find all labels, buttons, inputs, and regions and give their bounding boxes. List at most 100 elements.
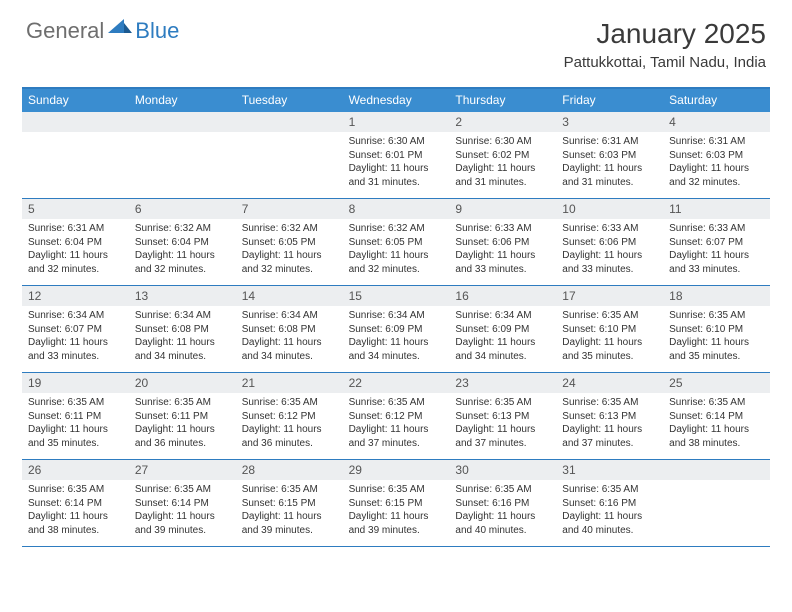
day-cell: 28Sunrise: 6:35 AMSunset: 6:15 PMDayligh… xyxy=(236,460,343,546)
day-cell: 5Sunrise: 6:31 AMSunset: 6:04 PMDaylight… xyxy=(22,199,129,285)
day-cell xyxy=(129,112,236,198)
daylight-line: Daylight: 11 hours and 39 minutes. xyxy=(135,510,230,537)
day-body: Sunrise: 6:35 AMSunset: 6:11 PMDaylight:… xyxy=(129,393,236,454)
sunrise-line: Sunrise: 6:35 AM xyxy=(242,483,337,497)
day-cell: 27Sunrise: 6:35 AMSunset: 6:14 PMDayligh… xyxy=(129,460,236,546)
sunset-line: Sunset: 6:11 PM xyxy=(28,410,123,424)
daylight-line: Daylight: 11 hours and 32 minutes. xyxy=(669,162,764,189)
day-number: 15 xyxy=(343,286,450,306)
sunset-line: Sunset: 6:13 PM xyxy=(562,410,657,424)
sunrise-line: Sunrise: 6:35 AM xyxy=(242,396,337,410)
day-number: 30 xyxy=(449,460,556,480)
sunrise-line: Sunrise: 6:32 AM xyxy=(349,222,444,236)
sunrise-line: Sunrise: 6:35 AM xyxy=(562,396,657,410)
logo: General Blue xyxy=(26,18,179,44)
daylight-line: Daylight: 11 hours and 33 minutes. xyxy=(562,249,657,276)
sunrise-line: Sunrise: 6:35 AM xyxy=(455,396,550,410)
day-cell: 9Sunrise: 6:33 AMSunset: 6:06 PMDaylight… xyxy=(449,199,556,285)
day-cell: 16Sunrise: 6:34 AMSunset: 6:09 PMDayligh… xyxy=(449,286,556,372)
daylight-line: Daylight: 11 hours and 38 minutes. xyxy=(28,510,123,537)
day-cell: 30Sunrise: 6:35 AMSunset: 6:16 PMDayligh… xyxy=(449,460,556,546)
daylight-line: Daylight: 11 hours and 32 minutes. xyxy=(349,249,444,276)
daylight-line: Daylight: 11 hours and 39 minutes. xyxy=(242,510,337,537)
day-body: Sunrise: 6:31 AMSunset: 6:03 PMDaylight:… xyxy=(663,132,770,193)
sunset-line: Sunset: 6:15 PM xyxy=(242,497,337,511)
sunset-line: Sunset: 6:05 PM xyxy=(242,236,337,250)
day-number: 7 xyxy=(236,199,343,219)
day-cell: 25Sunrise: 6:35 AMSunset: 6:14 PMDayligh… xyxy=(663,373,770,459)
sunset-line: Sunset: 6:06 PM xyxy=(562,236,657,250)
day-number: 20 xyxy=(129,373,236,393)
day-cell: 31Sunrise: 6:35 AMSunset: 6:16 PMDayligh… xyxy=(556,460,663,546)
week-row: 19Sunrise: 6:35 AMSunset: 6:11 PMDayligh… xyxy=(22,373,770,460)
sunset-line: Sunset: 6:13 PM xyxy=(455,410,550,424)
day-number: 24 xyxy=(556,373,663,393)
day-body: Sunrise: 6:35 AMSunset: 6:14 PMDaylight:… xyxy=(129,480,236,541)
day-body: Sunrise: 6:35 AMSunset: 6:13 PMDaylight:… xyxy=(449,393,556,454)
day-cell: 23Sunrise: 6:35 AMSunset: 6:13 PMDayligh… xyxy=(449,373,556,459)
day-body: Sunrise: 6:34 AMSunset: 6:07 PMDaylight:… xyxy=(22,306,129,367)
sunrise-line: Sunrise: 6:34 AM xyxy=(135,309,230,323)
sunrise-line: Sunrise: 6:35 AM xyxy=(669,309,764,323)
logo-text-blue: Blue xyxy=(135,18,179,44)
sunset-line: Sunset: 6:02 PM xyxy=(455,149,550,163)
logo-text-general: General xyxy=(26,18,104,44)
dow-cell: Saturday xyxy=(663,89,770,112)
day-cell: 15Sunrise: 6:34 AMSunset: 6:09 PMDayligh… xyxy=(343,286,450,372)
sunset-line: Sunset: 6:09 PM xyxy=(455,323,550,337)
dow-cell: Monday xyxy=(129,89,236,112)
daylight-line: Daylight: 11 hours and 40 minutes. xyxy=(562,510,657,537)
daylight-line: Daylight: 11 hours and 33 minutes. xyxy=(669,249,764,276)
sunrise-line: Sunrise: 6:35 AM xyxy=(349,483,444,497)
week-row: 26Sunrise: 6:35 AMSunset: 6:14 PMDayligh… xyxy=(22,460,770,547)
day-cell: 12Sunrise: 6:34 AMSunset: 6:07 PMDayligh… xyxy=(22,286,129,372)
day-body: Sunrise: 6:31 AMSunset: 6:04 PMDaylight:… xyxy=(22,219,129,280)
day-body: Sunrise: 6:33 AMSunset: 6:06 PMDaylight:… xyxy=(556,219,663,280)
week-row: 5Sunrise: 6:31 AMSunset: 6:04 PMDaylight… xyxy=(22,199,770,286)
sunset-line: Sunset: 6:16 PM xyxy=(562,497,657,511)
day-body: Sunrise: 6:35 AMSunset: 6:13 PMDaylight:… xyxy=(556,393,663,454)
day-cell: 14Sunrise: 6:34 AMSunset: 6:08 PMDayligh… xyxy=(236,286,343,372)
day-cell: 19Sunrise: 6:35 AMSunset: 6:11 PMDayligh… xyxy=(22,373,129,459)
day-body: Sunrise: 6:30 AMSunset: 6:02 PMDaylight:… xyxy=(449,132,556,193)
daylight-line: Daylight: 11 hours and 31 minutes. xyxy=(349,162,444,189)
header: General Blue January 2025 Pattukkottai, … xyxy=(0,0,792,77)
daylight-line: Daylight: 11 hours and 31 minutes. xyxy=(562,162,657,189)
sunrise-line: Sunrise: 6:31 AM xyxy=(562,135,657,149)
day-body: Sunrise: 6:32 AMSunset: 6:05 PMDaylight:… xyxy=(236,219,343,280)
dow-cell: Wednesday xyxy=(343,89,450,112)
day-body: Sunrise: 6:35 AMSunset: 6:15 PMDaylight:… xyxy=(343,480,450,541)
day-body: Sunrise: 6:35 AMSunset: 6:14 PMDaylight:… xyxy=(663,393,770,454)
day-body: Sunrise: 6:35 AMSunset: 6:12 PMDaylight:… xyxy=(236,393,343,454)
week-row: 12Sunrise: 6:34 AMSunset: 6:07 PMDayligh… xyxy=(22,286,770,373)
daylight-line: Daylight: 11 hours and 35 minutes. xyxy=(28,423,123,450)
dow-cell: Tuesday xyxy=(236,89,343,112)
sunset-line: Sunset: 6:16 PM xyxy=(455,497,550,511)
day-number: 4 xyxy=(663,112,770,132)
calendar: SundayMondayTuesdayWednesdayThursdayFrid… xyxy=(22,87,770,547)
day-body: Sunrise: 6:34 AMSunset: 6:08 PMDaylight:… xyxy=(129,306,236,367)
day-number: 21 xyxy=(236,373,343,393)
day-cell xyxy=(22,112,129,198)
daylight-line: Daylight: 11 hours and 32 minutes. xyxy=(242,249,337,276)
day-number: 1 xyxy=(343,112,450,132)
day-body: Sunrise: 6:34 AMSunset: 6:09 PMDaylight:… xyxy=(449,306,556,367)
week-row: 1Sunrise: 6:30 AMSunset: 6:01 PMDaylight… xyxy=(22,112,770,199)
day-cell: 3 Sunrise: 6:31 AMSunset: 6:03 PMDaylight… xyxy=(556,112,663,198)
daylight-line: Daylight: 11 hours and 38 minutes. xyxy=(669,423,764,450)
sunrise-line: Sunrise: 6:35 AM xyxy=(669,396,764,410)
dow-cell: Thursday xyxy=(449,89,556,112)
day-number: 8 xyxy=(343,199,450,219)
day-cell: 2Sunrise: 6:30 AMSunset: 6:02 PMDaylight… xyxy=(449,112,556,198)
day-body: Sunrise: 6:33 AMSunset: 6:06 PMDaylight:… xyxy=(449,219,556,280)
day-cell: 29Sunrise: 6:35 AMSunset: 6:15 PMDayligh… xyxy=(343,460,450,546)
daylight-line: Daylight: 11 hours and 31 minutes. xyxy=(455,162,550,189)
day-cell: 18Sunrise: 6:35 AMSunset: 6:10 PMDayligh… xyxy=(663,286,770,372)
sunrise-line: Sunrise: 6:30 AM xyxy=(349,135,444,149)
day-cell: 13Sunrise: 6:34 AMSunset: 6:08 PMDayligh… xyxy=(129,286,236,372)
sunset-line: Sunset: 6:03 PM xyxy=(562,149,657,163)
sunrise-line: Sunrise: 6:31 AM xyxy=(669,135,764,149)
sunrise-line: Sunrise: 6:35 AM xyxy=(349,396,444,410)
day-cell: 20Sunrise: 6:35 AMSunset: 6:11 PMDayligh… xyxy=(129,373,236,459)
day-number: 3 xyxy=(556,112,663,132)
